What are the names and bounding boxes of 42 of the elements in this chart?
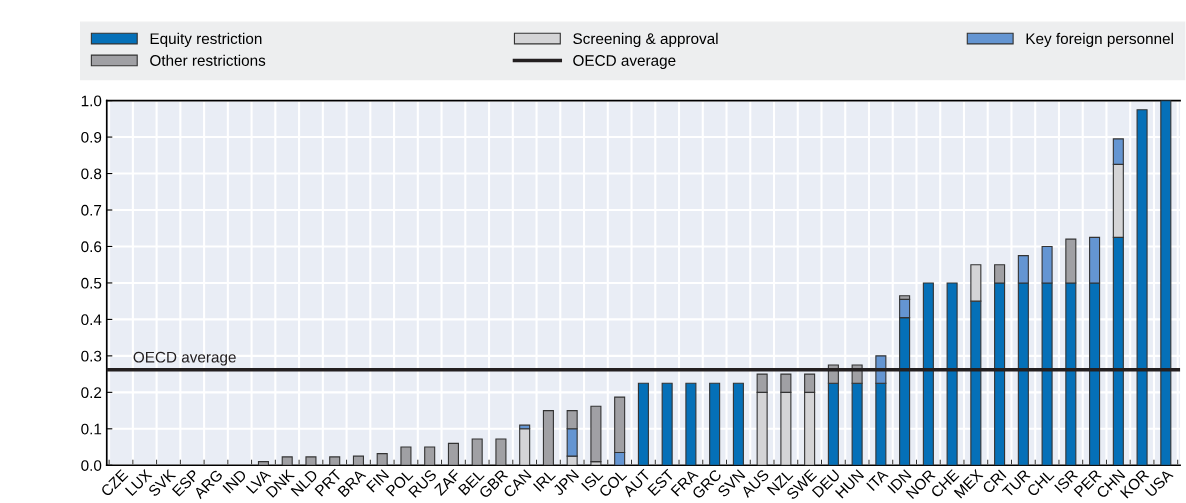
bar bbox=[447, 442, 459, 466]
bar bbox=[709, 382, 721, 466]
bar bbox=[637, 382, 649, 466]
y-tick-label: 0.6 bbox=[81, 241, 102, 253]
legend-label: Screening & approval bbox=[573, 32, 718, 48]
y-tick-label: 0.3 bbox=[81, 350, 102, 362]
legend-label: Other restrictions bbox=[150, 54, 266, 66]
bar bbox=[495, 438, 507, 466]
bar bbox=[376, 453, 388, 466]
y-tick-label: 0.5 bbox=[81, 277, 102, 289]
bar bbox=[352, 455, 364, 466]
ref-line-label: OECD average bbox=[133, 351, 236, 366]
bar bbox=[946, 282, 958, 466]
bar bbox=[329, 456, 341, 466]
y-tick-label: 0.4 bbox=[81, 314, 102, 326]
bar bbox=[281, 456, 293, 466]
y-tick-label: 0.7 bbox=[81, 204, 102, 216]
x-tick-label: IRL bbox=[533, 468, 556, 492]
bar bbox=[685, 382, 697, 466]
y-tick-label: 0.8 bbox=[81, 168, 102, 180]
y-tick-label: 0.2 bbox=[81, 387, 102, 399]
bar bbox=[922, 282, 934, 466]
y-tick-label: 0.0 bbox=[81, 460, 102, 471]
bar bbox=[305, 456, 317, 466]
bar bbox=[1136, 109, 1148, 466]
bar bbox=[519, 428, 531, 466]
bar bbox=[542, 410, 554, 466]
bar bbox=[590, 405, 602, 463]
text: OECD average bbox=[573, 55, 676, 69]
bar bbox=[257, 461, 270, 466]
y-tick-label: 0.9 bbox=[81, 131, 102, 143]
bar bbox=[424, 446, 436, 466]
bar bbox=[1160, 100, 1172, 466]
y-tick-label: 1.0 bbox=[81, 95, 102, 107]
legend-label: Equity restriction bbox=[150, 32, 262, 48]
bar bbox=[732, 382, 744, 466]
legend-label: Key foreign personnel bbox=[1026, 32, 1173, 48]
bar bbox=[471, 438, 483, 466]
bar bbox=[661, 382, 673, 466]
bar bbox=[400, 446, 412, 466]
x-tick-label: ITA bbox=[866, 468, 889, 491]
y-tick-label: 0.1 bbox=[81, 423, 102, 435]
